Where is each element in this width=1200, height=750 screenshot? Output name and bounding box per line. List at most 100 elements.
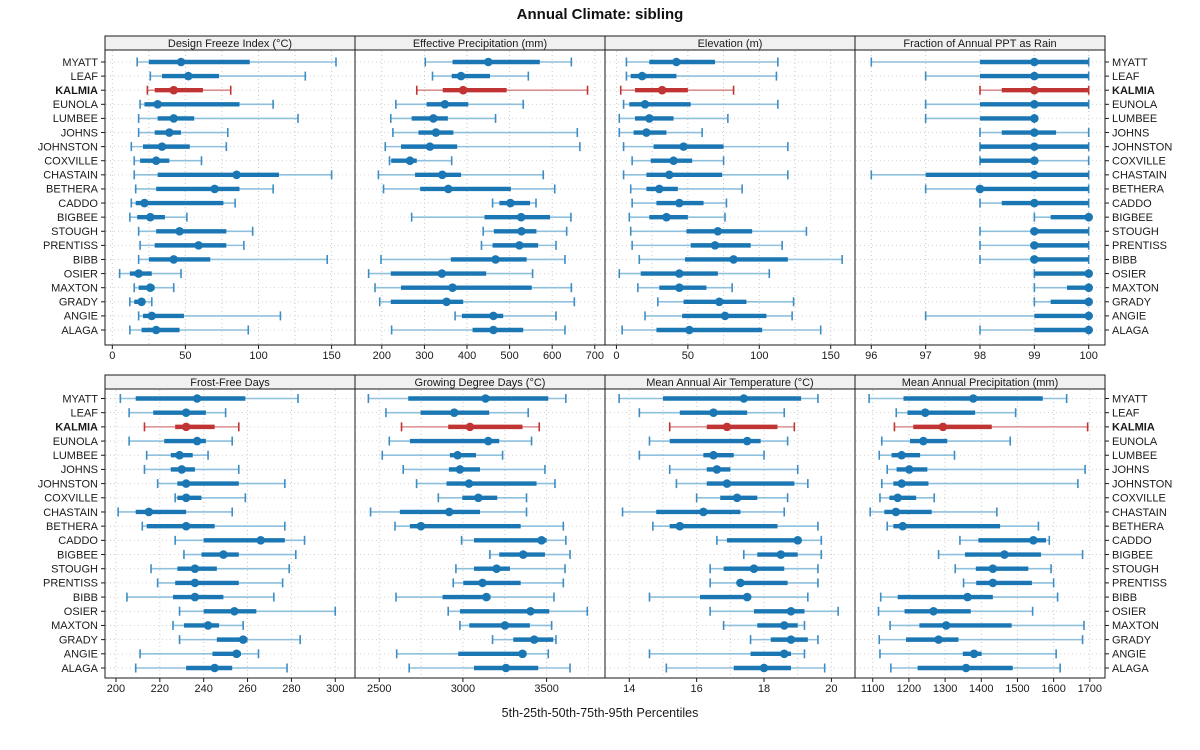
whisker-row-coxville: [631, 156, 725, 166]
whisker-row-stough: [629, 226, 808, 236]
median-dot: [230, 606, 239, 616]
row-label-left-coxville: COXVILLE: [44, 493, 98, 505]
row-label-right-bibb: BIBB: [1112, 254, 1137, 266]
whisker-row-chastain: [869, 507, 998, 517]
whisker-row-prentiss: [139, 240, 245, 250]
row-label-left-osier: OSIER: [64, 268, 98, 280]
whisker-row-lumbee: [145, 450, 209, 460]
median-dot: [506, 198, 515, 208]
whisker-row-kalmia: [619, 85, 735, 95]
whisker-row-bibb: [126, 592, 275, 602]
median-dot: [664, 170, 674, 180]
row-label-right-osier: OSIER: [1112, 268, 1146, 280]
whisker-row-bethera: [886, 521, 1040, 531]
x-tick-label: 16: [691, 683, 703, 695]
whisker-row-johns: [618, 128, 703, 138]
row-label-right-caddo: CADDO: [1112, 198, 1152, 210]
median-dot: [786, 606, 796, 616]
whisker-row-prentiss: [709, 578, 819, 588]
whisker-row-caddo: [130, 198, 236, 208]
median-dot: [988, 578, 998, 588]
whisker-row-osier: [447, 606, 589, 616]
median-dot: [1084, 283, 1093, 292]
row-label-left-stough: STOUGH: [51, 564, 98, 576]
median-dot: [151, 156, 161, 166]
median-dot: [897, 479, 906, 488]
panel-title: Fraction of Annual PPT as Rain: [903, 38, 1056, 50]
whisker-row-johnston: [675, 479, 809, 489]
median-dot: [938, 422, 948, 432]
whisker-row-coxville: [879, 493, 936, 503]
whisker-row-prentiss: [962, 578, 1055, 588]
median-dot: [464, 479, 474, 488]
median-dot: [729, 255, 738, 264]
whisker-row-chastain: [622, 170, 789, 180]
median-dot: [219, 550, 228, 559]
x-tick-label: 1500: [1005, 683, 1029, 695]
whisker-row-caddo: [716, 535, 823, 545]
whisker-row-prentiss: [631, 240, 783, 250]
whisker-row-maxton: [172, 620, 244, 630]
panel-frame: [354, 49, 606, 346]
row-label-left-prentiss: PRENTISS: [43, 578, 98, 590]
row-label-left-caddo: CADDO: [58, 198, 98, 210]
whisker-row-myatt: [868, 394, 1068, 403]
median-dot: [516, 212, 526, 222]
row-label-right-bethera: BETHERA: [1112, 521, 1165, 533]
median-dot: [169, 85, 179, 95]
median-dot: [1029, 536, 1038, 545]
median-dot: [444, 507, 454, 517]
row-label-right-caddo: CADDO: [1112, 535, 1152, 547]
median-dot: [742, 436, 752, 446]
median-dot: [988, 564, 998, 574]
whisker-row-johnston: [880, 479, 1079, 489]
row-label-left-myatt: MYATT: [62, 57, 98, 69]
row-label-left-osier: OSIER: [64, 606, 98, 618]
panel-title: Growing Degree Days (°C): [415, 377, 546, 389]
median-dot: [1030, 226, 1039, 236]
x-tick-label: 100: [1080, 350, 1098, 362]
median-dot: [1030, 85, 1039, 95]
median-dot: [941, 621, 951, 630]
x-tick-label: 1700: [1078, 683, 1102, 695]
whisker-row-johnston: [384, 142, 581, 152]
whisker-row-bibb: [879, 592, 1059, 602]
median-dot: [537, 536, 546, 545]
median-dot: [190, 578, 200, 588]
row-label-left-stough: STOUGH: [51, 226, 98, 238]
median-dot: [181, 422, 191, 432]
row-label-right-alaga: ALAGA: [1112, 325, 1149, 337]
x-tick-label: 20: [825, 683, 837, 695]
whisker-row-leaf: [638, 408, 786, 418]
median-dot: [146, 283, 155, 292]
median-dot: [776, 550, 786, 559]
median-dot: [147, 311, 157, 321]
row-label-left-eunola: EUNOLA: [53, 99, 99, 111]
whisker-row-bibb: [137, 254, 329, 264]
median-dot: [169, 114, 179, 123]
whisker-row-caddo: [174, 535, 306, 545]
row-label-left-maxton: MAXTON: [51, 282, 98, 294]
median-dot: [893, 493, 902, 503]
median-dot: [484, 57, 493, 67]
median-dot: [157, 142, 167, 151]
whisker-row-angie: [879, 649, 1057, 659]
median-dot: [712, 465, 722, 474]
x-tick-label: 98: [974, 350, 986, 362]
panel-elevation-m-: Elevation (m) 0 50 100 150: [604, 35, 856, 362]
median-dot: [929, 606, 938, 616]
median-dot: [458, 85, 468, 95]
row-label-left-johns: JOHNS: [61, 464, 98, 476]
median-dot: [1084, 325, 1093, 335]
whisker-row-chastain: [870, 170, 1090, 180]
median-dot: [481, 394, 490, 403]
median-dot: [501, 663, 511, 673]
whisker-row-alaga: [665, 663, 826, 673]
median-dot: [759, 663, 769, 673]
whisker-row-chastain: [117, 507, 233, 517]
row-label-left-bethera: BETHERA: [46, 521, 99, 533]
row-label-left-alaga: ALAGA: [61, 325, 98, 337]
whisker-row-johns: [392, 128, 579, 138]
median-dot: [425, 142, 435, 151]
